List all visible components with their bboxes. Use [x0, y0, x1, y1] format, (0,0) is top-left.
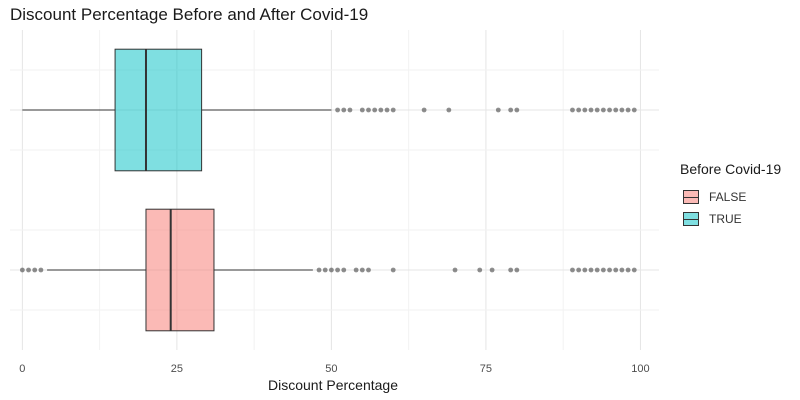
outlier-point — [594, 267, 600, 273]
outlier-point — [619, 107, 625, 113]
outlier-point — [514, 107, 520, 113]
outlier-point — [631, 107, 637, 113]
outlier-point — [613, 107, 619, 113]
outlier-point — [613, 267, 619, 273]
x-axis-label: Discount Percentage — [268, 377, 398, 393]
outlier-point — [607, 267, 612, 273]
outlier-point — [32, 267, 38, 273]
outlier-point — [329, 267, 334, 273]
outlier-point — [446, 107, 452, 113]
outlier-point — [19, 267, 25, 273]
box-false — [19, 208, 637, 332]
outlier-point — [508, 107, 514, 113]
legend: Before Covid-19 FALSE TRUE — [680, 161, 781, 230]
grid — [10, 30, 659, 350]
legend-item-true: TRUE — [680, 208, 781, 230]
outlier-point — [341, 267, 347, 273]
outlier-point — [588, 107, 594, 113]
outlier-point — [631, 267, 637, 273]
outlier-point — [366, 267, 371, 273]
outlier-point — [570, 107, 575, 113]
outlier-point — [322, 267, 328, 273]
outlier-point — [421, 107, 427, 113]
legend-key-true — [683, 212, 699, 226]
legend-label-false: FALSE — [709, 190, 747, 204]
outlier-point — [335, 267, 340, 273]
iqr-box — [145, 208, 215, 332]
outlier-point — [514, 267, 520, 273]
outlier-point — [316, 267, 322, 273]
outlier-point — [576, 267, 582, 273]
outlier-point — [335, 107, 340, 113]
boxes — [19, 48, 637, 332]
outlier-point — [600, 107, 606, 113]
outlier-point — [378, 107, 384, 113]
outlier-point — [594, 107, 600, 113]
legend-key-false — [683, 190, 699, 204]
x-tick-label: 100 — [631, 363, 649, 375]
x-axis-ticks: 0 25 50 75 100 — [19, 363, 649, 375]
outlier-point — [489, 267, 495, 273]
x-tick-label: 0 — [19, 363, 25, 375]
outlier-point — [582, 107, 588, 113]
legend-title: Before Covid-19 — [680, 161, 782, 177]
outlier-point — [570, 267, 575, 273]
box-true — [22, 48, 637, 172]
outlier-point — [38, 267, 44, 273]
outlier-point — [341, 107, 347, 113]
outlier-point — [26, 267, 31, 273]
legend-label-true: TRUE — [709, 212, 742, 226]
iqr-box — [114, 48, 203, 172]
chart-title: Discount Percentage Before and After Cov… — [10, 5, 369, 24]
x-tick-label: 25 — [171, 363, 183, 375]
x-tick-label: 50 — [325, 363, 337, 375]
outlier-point — [576, 107, 582, 113]
outlier-point — [353, 267, 359, 273]
outlier-point — [508, 267, 514, 273]
outlier-point — [390, 107, 396, 113]
outlier-point — [582, 267, 588, 273]
outlier-point — [607, 107, 612, 113]
outlier-point — [359, 267, 365, 273]
x-tick-label: 75 — [480, 363, 492, 375]
outlier-point — [372, 107, 378, 113]
outlier-point — [619, 267, 625, 273]
outlier-point — [366, 107, 371, 113]
outlier-point — [384, 107, 390, 113]
outlier-point — [600, 267, 606, 273]
outlier-point — [452, 267, 458, 273]
outlier-point — [390, 267, 396, 273]
legend-item-false: FALSE — [680, 186, 781, 208]
outlier-point — [477, 267, 483, 273]
outlier-point — [347, 107, 353, 113]
outlier-point — [625, 267, 631, 273]
outlier-point — [359, 107, 365, 113]
outlier-point — [495, 107, 501, 113]
outlier-point — [588, 267, 594, 273]
outlier-point — [625, 107, 631, 113]
